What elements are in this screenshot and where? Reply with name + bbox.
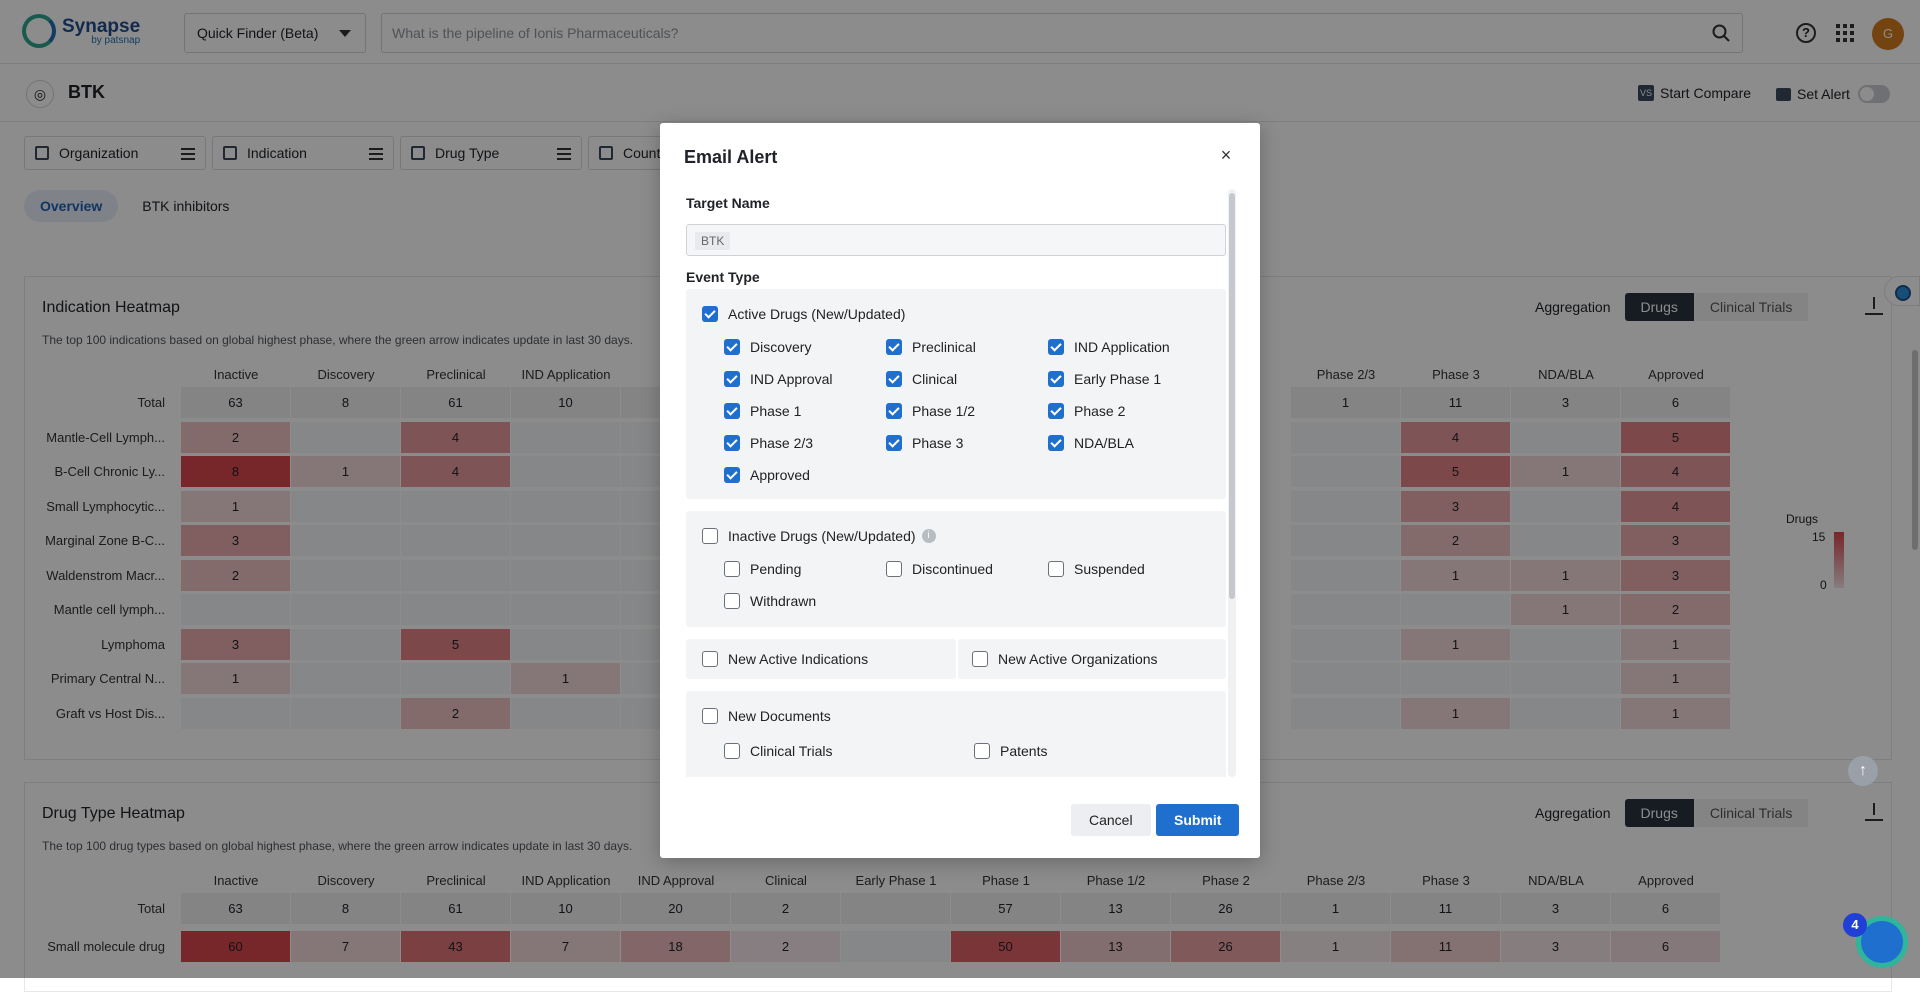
new-documents-panel: New Documents Clinical Trials Patents	[686, 691, 1226, 777]
checkbox-checked-icon	[1048, 371, 1064, 387]
inactive-item-checkbox[interactable]: Pending	[724, 561, 801, 577]
new-active-organizations-panel: New Active Organizations	[958, 639, 1226, 679]
target-name-chip: BTK	[695, 232, 730, 250]
active-item-checkbox[interactable]: Preclinical	[886, 339, 976, 355]
checkbox-unchecked-icon	[886, 561, 902, 577]
checkbox-label: Clinical	[912, 371, 957, 387]
dialog-body: Target Name BTK Event Type Active Drugs …	[686, 189, 1234, 777]
checkbox-label: Discovery	[750, 339, 811, 355]
checkbox-unchecked-icon	[702, 651, 718, 667]
new-active-organizations-checkbox[interactable]: New Active Organizations	[972, 651, 1158, 667]
checkbox-label: Withdrawn	[750, 593, 816, 609]
patents-checkbox[interactable]: Patents	[974, 743, 1047, 759]
checkbox-checked-icon	[724, 435, 740, 451]
checkbox-checked-icon	[886, 339, 902, 355]
checkbox-unchecked-icon	[974, 743, 990, 759]
checkbox-label: New Documents	[728, 708, 831, 724]
checkbox-label: Phase 2/3	[750, 435, 813, 451]
new-active-indications-panel: New Active Indications	[686, 639, 956, 679]
checkbox-label: New Active Organizations	[998, 651, 1158, 667]
checkbox-label: Phase 1/2	[912, 403, 975, 419]
checkbox-unchecked-icon	[1048, 561, 1064, 577]
inactive-drugs-panel: Inactive Drugs (New/Updated) i Pending Dis…	[686, 511, 1226, 627]
inactive-item-checkbox[interactable]: Withdrawn	[724, 593, 816, 609]
checkbox-checked-icon	[724, 339, 740, 355]
dialog-scrollbar[interactable]	[1228, 189, 1236, 777]
submit-button[interactable]: Submit	[1156, 804, 1239, 836]
active-item-checkbox[interactable]: Phase 1	[724, 403, 801, 419]
checkbox-label: Phase 1	[750, 403, 801, 419]
checkbox-label: Approved	[750, 467, 810, 483]
checkbox-label: Phase 2	[1074, 403, 1125, 419]
checkbox-label: Early Phase 1	[1074, 371, 1161, 387]
active-item-checkbox[interactable]: NDA/BLA	[1048, 435, 1134, 451]
active-item-checkbox[interactable]: Early Phase 1	[1048, 371, 1161, 387]
checkbox-label: Suspended	[1074, 561, 1145, 577]
checkbox-unchecked-icon	[702, 708, 718, 724]
info-icon[interactable]: i	[922, 529, 936, 543]
checkbox-unchecked-icon	[702, 528, 718, 544]
active-item-checkbox[interactable]: Discovery	[724, 339, 811, 355]
dialog-title: Email Alert	[684, 147, 777, 168]
checkbox-label: IND Approval	[750, 371, 832, 387]
checkbox-checked-icon	[724, 403, 740, 419]
checkbox-checked-icon	[724, 371, 740, 387]
scroll-to-top-icon[interactable]: ↑	[1848, 756, 1878, 786]
checkbox-label: Active Drugs (New/Updated)	[728, 306, 905, 322]
active-item-checkbox[interactable]: IND Approval	[724, 371, 832, 387]
active-drugs-checkbox[interactable]: Active Drugs (New/Updated)	[702, 306, 905, 322]
checkbox-label: Inactive Drugs (New/Updated)	[728, 528, 916, 544]
active-item-checkbox[interactable]: Phase 1/2	[886, 403, 975, 419]
scrollbar-thumb[interactable]	[1229, 193, 1235, 599]
active-item-checkbox[interactable]: IND Application	[1048, 339, 1170, 355]
active-item-checkbox[interactable]: Phase 2	[1048, 403, 1125, 419]
new-active-indications-checkbox[interactable]: New Active Indications	[702, 651, 868, 667]
checkbox-label: Discontinued	[912, 561, 993, 577]
active-item-checkbox[interactable]: Clinical	[886, 371, 957, 387]
checkbox-checked-icon	[886, 403, 902, 419]
checkbox-checked-icon	[1048, 403, 1064, 419]
checkbox-unchecked-icon	[724, 743, 740, 759]
checkbox-checked-icon	[886, 435, 902, 451]
checkbox-label: Pending	[750, 561, 801, 577]
active-item-checkbox[interactable]: Phase 3	[886, 435, 963, 451]
inactive-item-checkbox[interactable]: Discontinued	[886, 561, 993, 577]
checkbox-checked-icon	[1048, 435, 1064, 451]
new-documents-checkbox[interactable]: New Documents	[702, 708, 831, 724]
checkbox-label: NDA/BLA	[1074, 435, 1134, 451]
checkbox-label: Phase 3	[912, 435, 963, 451]
event-type-label: Event Type	[686, 269, 760, 285]
checkbox-label: Patents	[1000, 743, 1047, 759]
checkbox-unchecked-icon	[724, 593, 740, 609]
target-name-field: BTK	[686, 224, 1226, 256]
checkbox-label: Clinical Trials	[750, 743, 832, 759]
close-icon[interactable]: ×	[1216, 145, 1236, 166]
inactive-item-checkbox[interactable]: Suspended	[1048, 561, 1145, 577]
checkbox-unchecked-icon	[724, 561, 740, 577]
checkbox-checked-icon	[1048, 339, 1064, 355]
active-item-checkbox[interactable]: Approved	[724, 467, 810, 483]
active-item-checkbox[interactable]: Phase 2/3	[724, 435, 813, 451]
checkbox-label: IND Application	[1074, 339, 1170, 355]
checkbox-unchecked-icon	[972, 651, 988, 667]
checkbox-checked-icon	[702, 306, 718, 322]
checkbox-label: New Active Indications	[728, 651, 868, 667]
inactive-drugs-checkbox[interactable]: Inactive Drugs (New/Updated) i	[702, 528, 936, 544]
notification-badge: 4	[1843, 913, 1867, 937]
checkbox-checked-icon	[886, 371, 902, 387]
cancel-button[interactable]: Cancel	[1071, 804, 1151, 836]
checkbox-label: Preclinical	[912, 339, 976, 355]
clinical-trials-checkbox[interactable]: Clinical Trials	[724, 743, 832, 759]
active-drugs-panel: Active Drugs (New/Updated) Discovery Prec…	[686, 289, 1226, 499]
checkbox-checked-icon	[724, 467, 740, 483]
email-alert-dialog: Email Alert × Target Name BTK Event Type…	[660, 123, 1260, 858]
target-name-label: Target Name	[686, 195, 770, 211]
